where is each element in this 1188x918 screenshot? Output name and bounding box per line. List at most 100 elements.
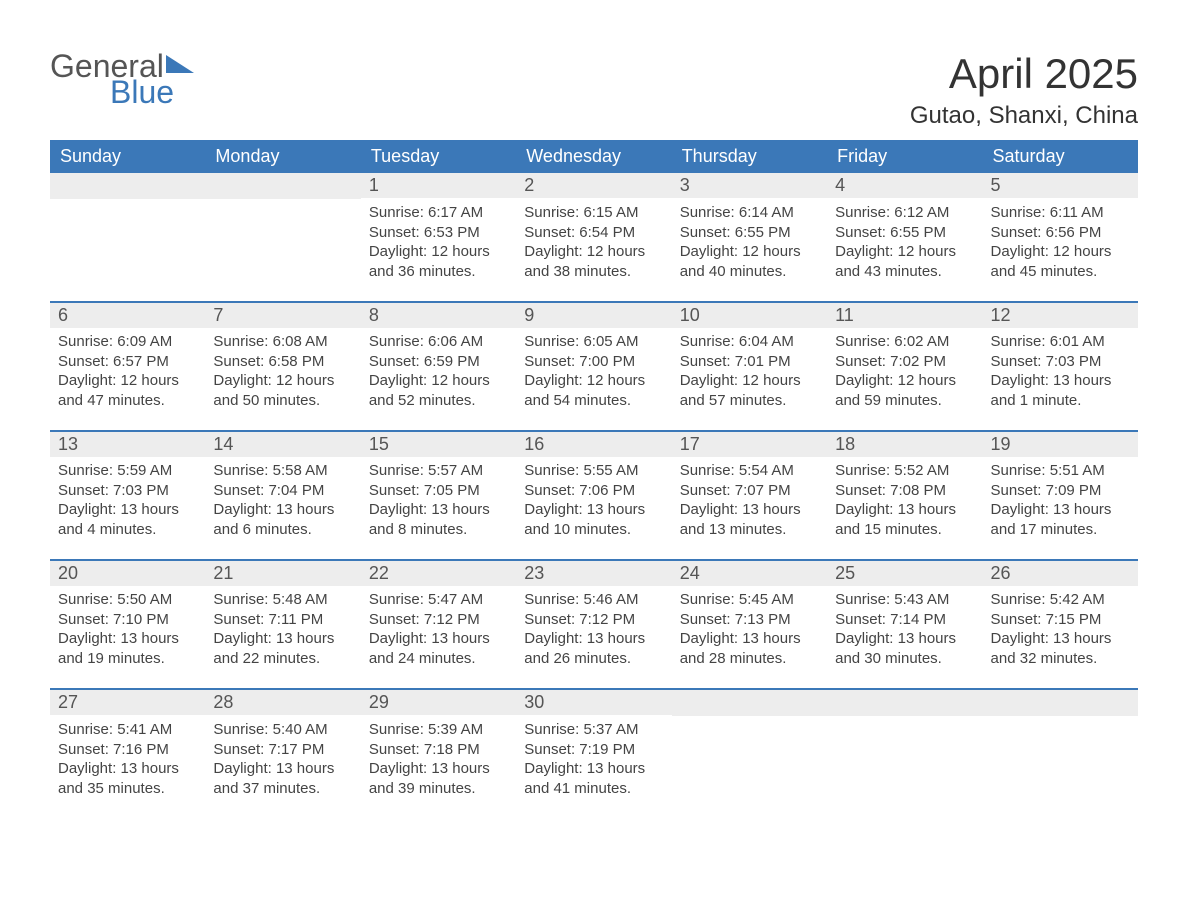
day-info-line: Sunset: 6:57 PM (58, 352, 197, 372)
day-cell-header: 2 (516, 173, 671, 199)
day-body: Sunrise: 6:17 AMSunset: 6:53 PMDaylight:… (361, 199, 516, 301)
day-info-line: Daylight: 13 hours (369, 759, 508, 779)
day-info-line: Daylight: 13 hours (524, 759, 663, 779)
day-info-line: and 15 minutes. (835, 520, 974, 540)
day-cell-header: 11 (827, 302, 982, 328)
day-cell-body: Sunrise: 5:55 AMSunset: 7:06 PMDaylight:… (516, 457, 671, 560)
day-info-line: Daylight: 13 hours (369, 629, 508, 649)
day-info-line: Sunrise: 5:55 AM (524, 461, 663, 481)
day-cell-body (50, 199, 205, 302)
day-cell-header: 22 (361, 560, 516, 586)
day-body (827, 716, 982, 740)
day-info-line: Sunset: 7:19 PM (524, 740, 663, 760)
day-body: Sunrise: 5:59 AMSunset: 7:03 PMDaylight:… (50, 457, 205, 559)
day-cell-body: Sunrise: 6:11 AMSunset: 6:56 PMDaylight:… (983, 199, 1138, 302)
day-info-line: Sunrise: 5:37 AM (524, 720, 663, 740)
day-body: Sunrise: 5:54 AMSunset: 7:07 PMDaylight:… (672, 457, 827, 559)
weekday-header-row: Sunday Monday Tuesday Wednesday Thursday… (50, 140, 1138, 173)
weekday-header: Tuesday (361, 140, 516, 173)
day-info-line: and 35 minutes. (58, 779, 197, 799)
day-number: 26 (983, 561, 1138, 586)
day-cell-body: Sunrise: 6:15 AMSunset: 6:54 PMDaylight:… (516, 199, 671, 302)
day-body (50, 199, 205, 223)
day-body: Sunrise: 5:40 AMSunset: 7:17 PMDaylight:… (205, 716, 360, 818)
day-number: 6 (50, 303, 205, 328)
day-info-line: Sunset: 7:01 PM (680, 352, 819, 372)
day-body: Sunrise: 6:11 AMSunset: 6:56 PMDaylight:… (983, 199, 1138, 301)
day-body: Sunrise: 6:14 AMSunset: 6:55 PMDaylight:… (672, 199, 827, 301)
day-cell-header: 27 (50, 689, 205, 716)
day-number: 12 (983, 303, 1138, 328)
day-info-line: Sunset: 7:16 PM (58, 740, 197, 760)
day-info-line: and 6 minutes. (213, 520, 352, 540)
week-daynum-row: 27282930 (50, 689, 1138, 716)
week-daynum-row: 20212223242526 (50, 560, 1138, 586)
day-cell-header: 17 (672, 431, 827, 457)
day-info-line: Sunrise: 5:59 AM (58, 461, 197, 481)
day-body: Sunrise: 5:42 AMSunset: 7:15 PMDaylight:… (983, 586, 1138, 688)
day-info-line: and 59 minutes. (835, 391, 974, 411)
day-number (983, 690, 1138, 716)
day-cell-header: 15 (361, 431, 516, 457)
day-info-line: Daylight: 12 hours (835, 242, 974, 262)
day-info-line: Daylight: 13 hours (835, 500, 974, 520)
day-cell-header: 23 (516, 560, 671, 586)
day-cell-body (205, 199, 360, 302)
day-body: Sunrise: 5:46 AMSunset: 7:12 PMDaylight:… (516, 586, 671, 688)
day-info-line: Daylight: 12 hours (835, 371, 974, 391)
title-block: April 2025 Gutao, Shanxi, China (910, 50, 1138, 130)
day-cell-body: Sunrise: 5:43 AMSunset: 7:14 PMDaylight:… (827, 586, 982, 689)
day-info-line: and 26 minutes. (524, 649, 663, 669)
day-number: 22 (361, 561, 516, 586)
day-info-line: and 39 minutes. (369, 779, 508, 799)
day-info-line: and 13 minutes. (680, 520, 819, 540)
logo-text-2: Blue (110, 76, 194, 108)
day-number: 18 (827, 432, 982, 457)
day-number: 13 (50, 432, 205, 457)
day-info-line: Sunset: 6:54 PM (524, 223, 663, 243)
day-info-line: Sunrise: 6:12 AM (835, 203, 974, 223)
day-cell-header (205, 173, 360, 199)
day-info-line: and 43 minutes. (835, 262, 974, 282)
day-number: 14 (205, 432, 360, 457)
day-body: Sunrise: 5:57 AMSunset: 7:05 PMDaylight:… (361, 457, 516, 559)
day-cell-header: 25 (827, 560, 982, 586)
day-cell-body: Sunrise: 6:14 AMSunset: 6:55 PMDaylight:… (672, 199, 827, 302)
day-info-line: Sunrise: 5:47 AM (369, 590, 508, 610)
day-body (983, 716, 1138, 740)
day-info-line: Sunrise: 5:45 AM (680, 590, 819, 610)
day-info-line: Sunset: 6:59 PM (369, 352, 508, 372)
day-info-line: Sunrise: 6:02 AM (835, 332, 974, 352)
day-number: 8 (361, 303, 516, 328)
day-info-line: and 54 minutes. (524, 391, 663, 411)
day-number: 30 (516, 690, 671, 715)
day-info-line: Daylight: 12 hours (991, 242, 1130, 262)
day-info-line: Sunset: 6:55 PM (835, 223, 974, 243)
day-cell-header (827, 689, 982, 716)
week-body-row: Sunrise: 5:59 AMSunset: 7:03 PMDaylight:… (50, 457, 1138, 560)
day-cell-header: 30 (516, 689, 671, 716)
day-body (205, 199, 360, 223)
day-info-line: Sunset: 7:13 PM (680, 610, 819, 630)
day-cell-body: Sunrise: 6:02 AMSunset: 7:02 PMDaylight:… (827, 328, 982, 431)
day-info-line: and 19 minutes. (58, 649, 197, 669)
day-info-line: Sunset: 7:08 PM (835, 481, 974, 501)
day-info-line: Sunrise: 6:04 AM (680, 332, 819, 352)
day-number: 29 (361, 690, 516, 715)
day-number: 1 (361, 173, 516, 198)
day-body: Sunrise: 6:05 AMSunset: 7:00 PMDaylight:… (516, 328, 671, 430)
day-info-line: Sunrise: 6:08 AM (213, 332, 352, 352)
day-cell-body: Sunrise: 5:46 AMSunset: 7:12 PMDaylight:… (516, 586, 671, 689)
day-info-line: and 37 minutes. (213, 779, 352, 799)
day-info-line: and 38 minutes. (524, 262, 663, 282)
day-number: 25 (827, 561, 982, 586)
day-number (50, 173, 205, 199)
day-body: Sunrise: 5:45 AMSunset: 7:13 PMDaylight:… (672, 586, 827, 688)
day-info-line: Daylight: 12 hours (524, 242, 663, 262)
day-body: Sunrise: 6:08 AMSunset: 6:58 PMDaylight:… (205, 328, 360, 430)
day-number: 27 (50, 690, 205, 715)
day-cell-body: Sunrise: 5:39 AMSunset: 7:18 PMDaylight:… (361, 716, 516, 818)
day-info-line: Daylight: 13 hours (680, 500, 819, 520)
day-cell-body: Sunrise: 5:42 AMSunset: 7:15 PMDaylight:… (983, 586, 1138, 689)
day-info-line: Sunrise: 6:05 AM (524, 332, 663, 352)
